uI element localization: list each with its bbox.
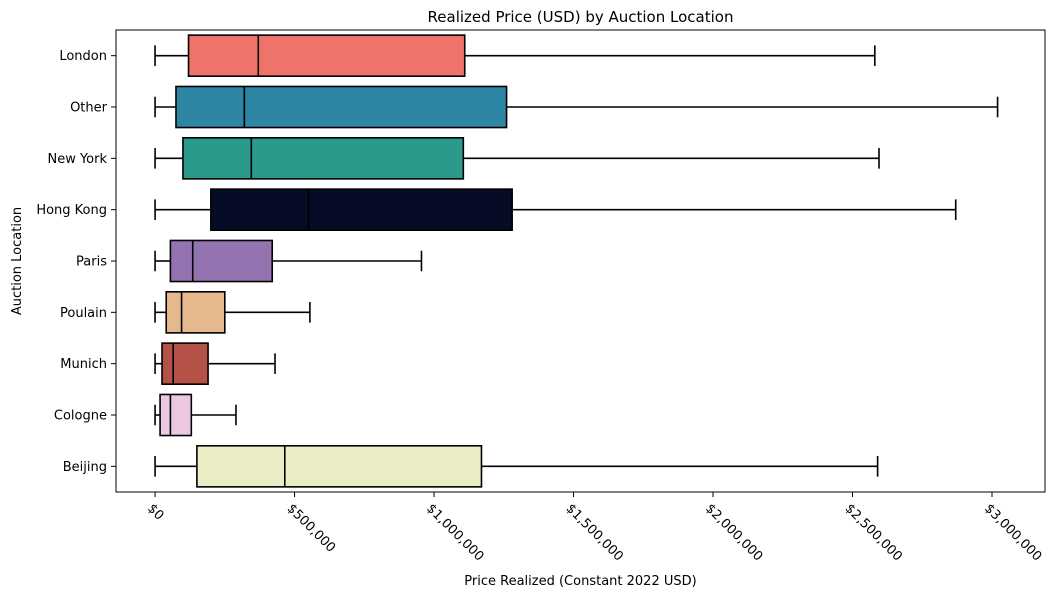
chart-title: Realized Price (USD) by Auction Location (428, 8, 734, 26)
iqr-box-london (187, 34, 466, 78)
x-tick-1000000-label: $1,000,000 (423, 501, 486, 564)
y-tick-label-other: Other (70, 101, 108, 116)
y-axis-label: Auction Location (10, 207, 25, 315)
box-munich (154, 342, 276, 385)
iqr-box-cologne (159, 393, 193, 437)
box-group (154, 34, 999, 488)
iqr-box-munich (161, 342, 209, 385)
y-tick-label-london: London (59, 49, 107, 64)
y-tick-label-munich: Munich (60, 357, 107, 372)
y-tick-label-hong-kong: Hong Kong (36, 203, 107, 218)
y-tick-label-new-york: New York (47, 152, 107, 167)
iqr-box-paris (169, 239, 274, 283)
iqr-box-poulain (165, 290, 226, 334)
box-beijing (154, 444, 879, 488)
x-tick-3000000-label: $3,000,000 (981, 501, 1044, 564)
box-paris (154, 239, 423, 283)
x-tick-2500000-label: $2,500,000 (842, 501, 905, 564)
x-axis-ticks: $0 $500,000 $1,000,000 $1,500,000 $2,000,000… (144, 492, 1044, 564)
box-poulain (154, 290, 311, 334)
y-tick-label-beijing: Beijing (63, 460, 107, 475)
plot-frame (115, 29, 1046, 493)
x-tick-500000-label: $500,000 (284, 501, 338, 555)
x-axis-label: Price Realized (Constant 2022 USD) (464, 574, 696, 589)
box-cologne (154, 393, 237, 437)
y-axis-ticks: London Other New York Hong Kong Paris Poulain… (36, 49, 116, 475)
iqr-box-beijing (196, 444, 483, 488)
box-other (154, 85, 999, 129)
iqr-box-other (175, 85, 508, 129)
box-new-york (154, 137, 880, 180)
y-tick-label-poulain: Poulain (60, 306, 107, 321)
box-hong-kong (154, 188, 957, 231)
iqr-box-hong-kong (210, 188, 513, 231)
iqr-box-new-york (182, 137, 465, 180)
y-tick-label-paris: Paris (76, 255, 107, 270)
x-tick-1500000-label: $1,500,000 (563, 501, 626, 564)
x-tick-0-label: $0 (144, 501, 166, 523)
x-tick-2000000-label: $2,000,000 (702, 501, 765, 564)
y-tick-label-cologne: Cologne (54, 409, 107, 424)
box-london (154, 34, 876, 78)
